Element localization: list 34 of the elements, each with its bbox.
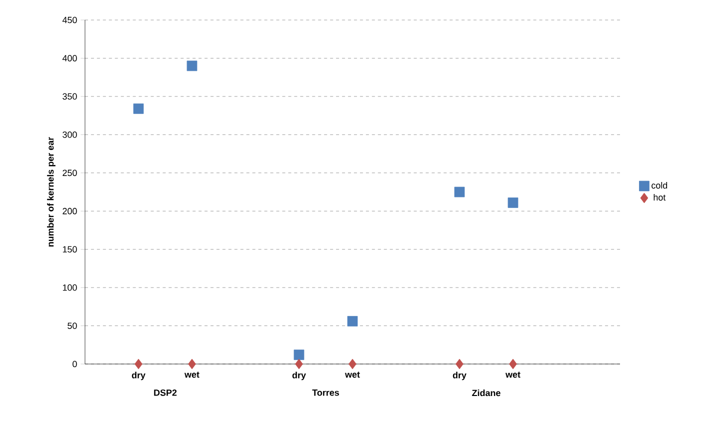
point xyxy=(295,358,303,370)
y-tick-label: 250 xyxy=(62,170,77,176)
y-tick-label: 400 xyxy=(62,55,77,62)
y-tick-label: 200 xyxy=(62,208,77,214)
y-tick-label: 450 xyxy=(62,16,77,24)
point xyxy=(454,186,465,198)
legend-label: cold xyxy=(652,182,668,189)
point xyxy=(186,60,198,72)
x-tick-label: dry xyxy=(452,372,466,380)
y-tick-label: 50 xyxy=(68,322,77,329)
point xyxy=(294,350,304,360)
point xyxy=(188,358,196,370)
text: Zidane xyxy=(472,390,500,396)
point xyxy=(509,358,517,370)
point xyxy=(456,358,464,370)
y-tick-label: 100 xyxy=(62,284,77,291)
point xyxy=(348,358,356,370)
y-axis-title: number of kernels per ear xyxy=(47,137,56,246)
x-tick-label: wet xyxy=(344,372,360,378)
x-tick-label: dry xyxy=(132,372,146,380)
text: Torres xyxy=(312,390,340,396)
point xyxy=(134,358,142,370)
y-tick-label: 300 xyxy=(62,131,77,138)
y-tick-label: 0 xyxy=(72,360,77,368)
x-tick-label: wet xyxy=(506,372,520,378)
text: DSP2 xyxy=(154,390,177,396)
legend-label: hot xyxy=(654,194,666,201)
x-tick-label: wet xyxy=(184,372,200,378)
x-tick-label: dry xyxy=(292,372,306,380)
y-tick-label: 150 xyxy=(62,246,77,253)
point xyxy=(347,316,358,326)
y-tick-label: 350 xyxy=(62,93,77,100)
point xyxy=(133,103,144,114)
point xyxy=(508,198,518,208)
